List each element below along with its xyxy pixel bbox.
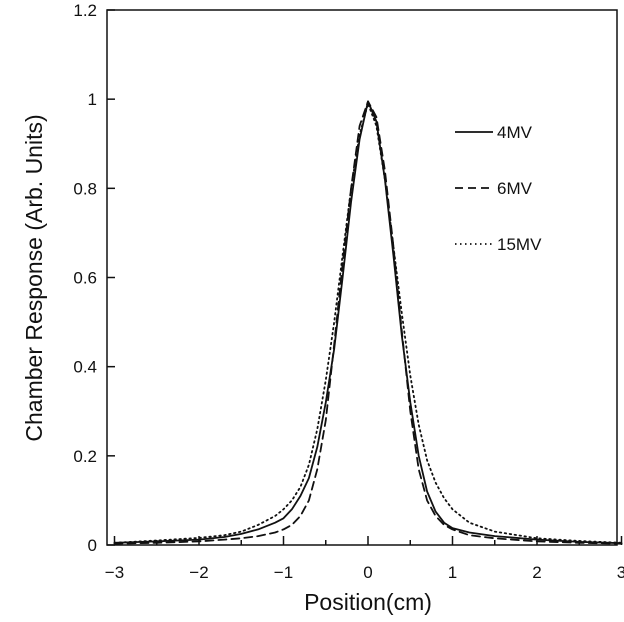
y-tick-label: 1 [88, 90, 97, 109]
plot-frame [106, 9, 618, 546]
legend-label-4mv: 4MV [497, 123, 533, 142]
x-axis: −3 −2 −1 0 1 2 3 [105, 536, 624, 582]
x-tick-label: −2 [189, 563, 208, 582]
series-lines [113, 100, 623, 545]
x-tick-label: 2 [532, 563, 541, 582]
y-tick-label: 1.2 [73, 1, 97, 20]
x-tick-label: 0 [363, 563, 372, 582]
legend: 4MV 6MV 15MV [455, 123, 542, 254]
x-tick-label: 3 [617, 563, 624, 582]
y-tick-label: 0.6 [73, 269, 97, 288]
y-tick-label: 0.8 [73, 179, 97, 198]
y-tick-label: 0.2 [73, 447, 97, 466]
x-tick-label: −1 [274, 563, 293, 582]
x-tick-label: −3 [105, 563, 124, 582]
series-line-6mv [113, 100, 623, 545]
series-line-4mv [113, 100, 623, 545]
legend-label-6mv: 6MV [497, 179, 533, 198]
y-tick-label: 0.4 [73, 358, 97, 377]
y-axis-title: Chamber Response (Arb. Units) [21, 114, 47, 441]
legend-label-15mv: 15MV [497, 235, 542, 254]
x-axis-title: Position(cm) [304, 589, 432, 615]
x-tick-label: 1 [448, 563, 457, 582]
y-axis: 0 0.2 0.4 0.6 0.8 1 1.2 [73, 1, 115, 555]
series-line-15mv [113, 102, 623, 544]
y-tick-label: 0 [88, 536, 97, 555]
